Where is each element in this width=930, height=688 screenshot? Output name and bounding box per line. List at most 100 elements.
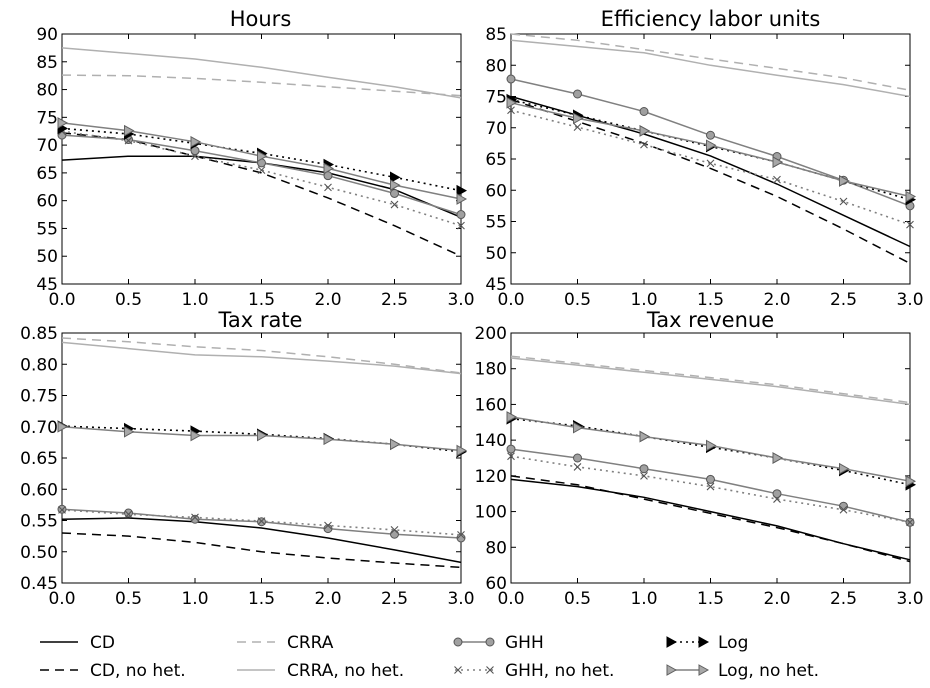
data-point [639, 107, 649, 116]
series-cd [510, 478, 911, 561]
y-tick-label: 80 [485, 538, 507, 558]
y-tick-label: 65 [485, 150, 507, 170]
plot-frame [510, 33, 911, 285]
data-point [706, 439, 717, 452]
y-tick-label: 200 [475, 324, 507, 344]
legend-item-ghh-no-het: GHH, no het. [454, 661, 614, 681]
data-point [773, 495, 781, 503]
y-tick-label: 90 [36, 25, 58, 45]
data-point [706, 482, 715, 491]
y-tick-label: 80 [36, 81, 58, 101]
data-point [390, 525, 399, 534]
series-line [61, 425, 462, 453]
data-point [906, 518, 914, 527]
data-point [457, 221, 465, 230]
series-crra [61, 74, 462, 97]
y-tick-label: 80 [485, 56, 507, 76]
data-point [124, 510, 133, 519]
x-tick-label: 1.0 [181, 589, 208, 609]
series-ghh [57, 130, 466, 220]
series-lines [57, 47, 468, 257]
legend-item-crra: CRRA [237, 633, 334, 653]
data-point [191, 152, 199, 161]
data-point [124, 508, 133, 518]
panel-title: Hours [230, 7, 292, 31]
x-tick-label: 2.5 [830, 589, 857, 609]
legend-item-cd-no-het: CD, no het. [40, 661, 186, 681]
series-line [510, 33, 911, 92]
data-point [706, 139, 717, 152]
y-tick-label: 70 [485, 119, 507, 139]
data-point [323, 162, 335, 175]
data-point [58, 505, 66, 514]
y-tick-label: 55 [485, 213, 507, 233]
panel-title: Tax revenue [646, 308, 774, 332]
data-point [573, 89, 582, 99]
data-point [323, 524, 333, 534]
panel-tax-rate: Tax rate 0.0 0.5 1.0 1.5 2.0 2.5 3.00.450.500.… [20, 308, 474, 609]
data-point [507, 106, 515, 115]
x-tick-label: 2.5 [381, 589, 408, 609]
y-tick-label: 60 [485, 574, 507, 594]
x-tick-label: 3.0 [447, 290, 474, 310]
data-point [906, 220, 914, 229]
data-point [257, 150, 268, 163]
series-lines [506, 33, 917, 265]
axis-ticks: 0.0 0.5 1.0 1.5 2.0 2.5 3.0 60 80 100 120 140 160 180… [475, 324, 924, 609]
y-tick-label: 0.50 [20, 543, 58, 563]
data-point [190, 514, 200, 524]
data-point [640, 140, 648, 149]
y-tick-label: 75 [36, 108, 58, 128]
y-tick-label: 45 [36, 275, 58, 295]
legend-label: GHH [505, 633, 544, 653]
legend-label: GHH, no het. [505, 661, 614, 681]
x-tick-label: 2.0 [763, 290, 790, 310]
series-crra-no-het [510, 39, 911, 98]
series-cd-no-het [61, 532, 462, 569]
legend-label: CRRA [287, 633, 334, 653]
panel-hours: Hours 0.0 0.5 1.0 1.5 2.0 2.5 3.0 45 50 55 60 65 70 7… [36, 7, 474, 310]
series-crra-no-het [510, 357, 911, 406]
series-ghh-no-het [507, 106, 914, 229]
series-cd [61, 517, 462, 564]
series-cd-no-het [510, 98, 911, 265]
x-tick-label: 2.0 [763, 589, 790, 609]
legend-marker [453, 637, 463, 647]
data-point [390, 188, 399, 198]
legend-label: CD [90, 633, 115, 653]
series-line [510, 98, 911, 265]
legend-marker [666, 664, 678, 676]
data-point [839, 462, 850, 475]
y-tick-label: 180 [475, 360, 507, 380]
x-tick-label: 1.5 [248, 589, 275, 609]
y-tick-label: 140 [475, 431, 507, 451]
data-point [257, 166, 266, 174]
y-tick-label: 65 [36, 164, 58, 184]
panel-title: Efficiency labor units [601, 7, 821, 31]
x-tick-label: 3.0 [896, 589, 923, 609]
x-tick-label: 1.0 [630, 290, 657, 310]
y-tick-label: 120 [475, 467, 507, 487]
series-crra [61, 337, 462, 374]
series-line [61, 47, 462, 99]
series-line [510, 475, 911, 563]
y-tick-label: 50 [485, 244, 507, 264]
data-point [639, 125, 651, 137]
legend-marker [454, 666, 462, 674]
data-point [190, 135, 202, 148]
x-tick-label: 2.5 [830, 290, 857, 310]
y-tick-label: 75 [485, 88, 507, 108]
series-line [61, 337, 462, 374]
data-point [457, 530, 465, 539]
legend-item-log-no-het: Log, no het. [666, 661, 819, 681]
data-point [456, 210, 466, 220]
y-tick-label: 0.55 [20, 512, 58, 532]
y-tick-label: 0.60 [20, 480, 58, 500]
x-tick-label: 0.0 [497, 589, 524, 609]
series-lines [57, 337, 468, 569]
data-point [706, 474, 715, 484]
y-tick-label: 45 [485, 275, 507, 295]
y-tick-label: 100 [475, 503, 507, 523]
data-point [506, 444, 516, 454]
